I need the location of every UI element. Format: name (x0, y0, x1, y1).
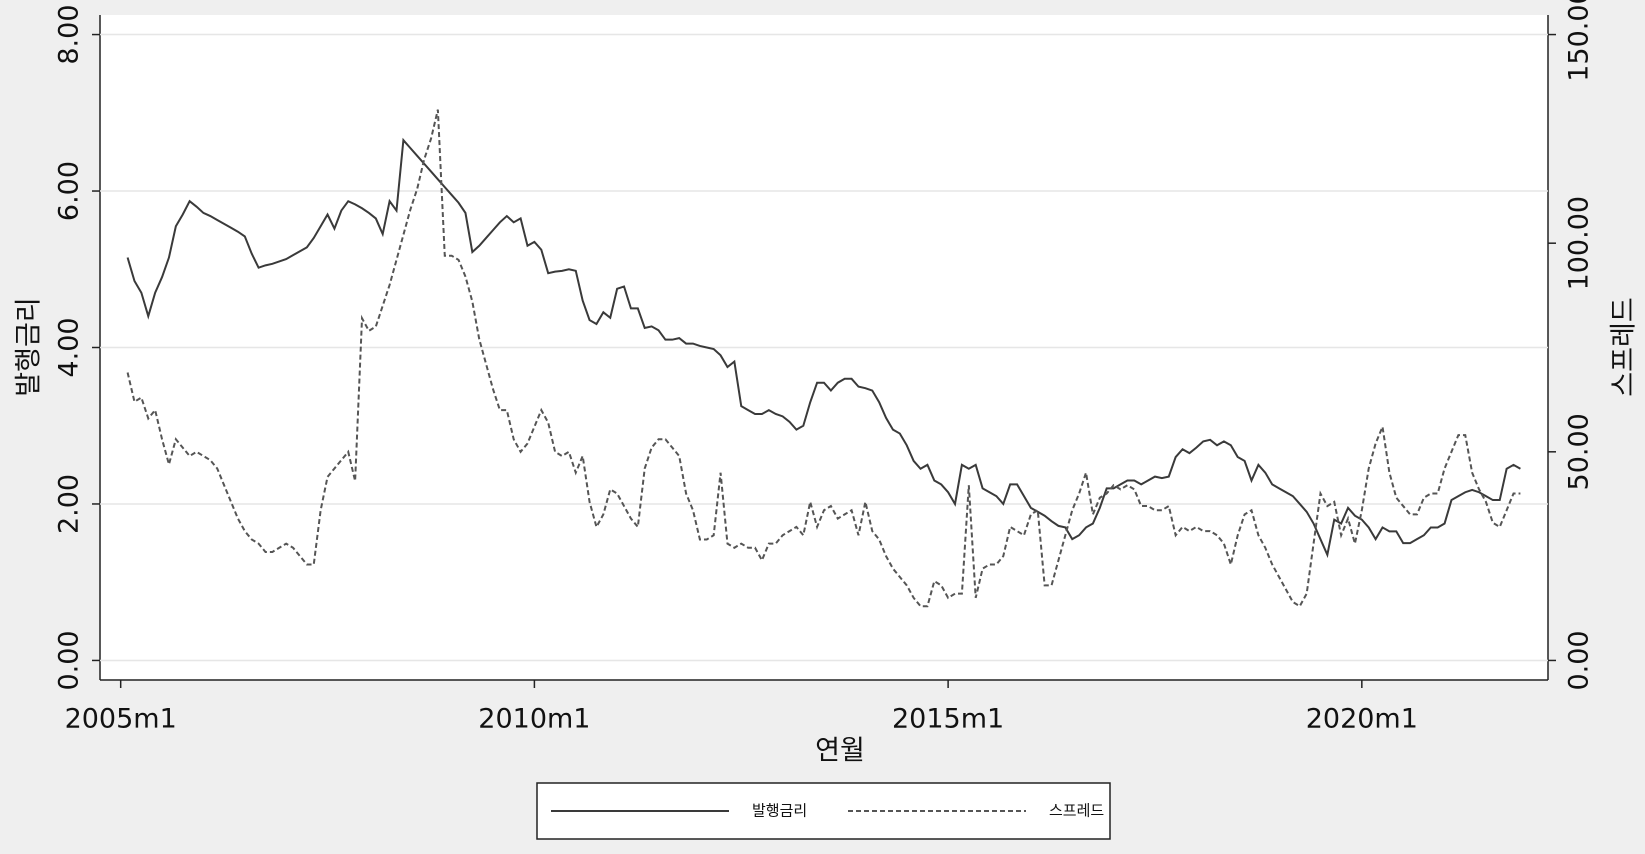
x-tick-label: 2015m1 (892, 704, 1004, 735)
x-tick-label: 2020m1 (1306, 704, 1418, 735)
y2-tick-label: 0.00 (1564, 630, 1595, 690)
y-tick-label: 6.00 (54, 161, 85, 221)
y2-tick-label: 150.00 (1564, 0, 1595, 82)
y-tick-label: 8.00 (54, 4, 85, 64)
y2-tick-label: 100.00 (1564, 196, 1595, 290)
y-tick-label: 0.00 (54, 630, 85, 690)
legend-label: 발행금리 (752, 802, 807, 820)
y-tick-label: 4.00 (54, 317, 85, 377)
series-line (126, 137, 1521, 559)
x-tick-label: 2005m1 (65, 704, 177, 735)
x-tick-label: 2010m1 (478, 704, 590, 735)
legend-label: 스프레드 (1049, 802, 1104, 820)
y-axis-title: 발행금리 (14, 297, 45, 396)
y2-tick-label: 50.00 (1564, 413, 1595, 490)
series-line (126, 109, 1521, 608)
y-tick-label: 2.00 (54, 474, 85, 534)
y2-axis-title: 스프레드 (1609, 297, 1640, 396)
x-axis-title: 연월 (815, 736, 865, 767)
